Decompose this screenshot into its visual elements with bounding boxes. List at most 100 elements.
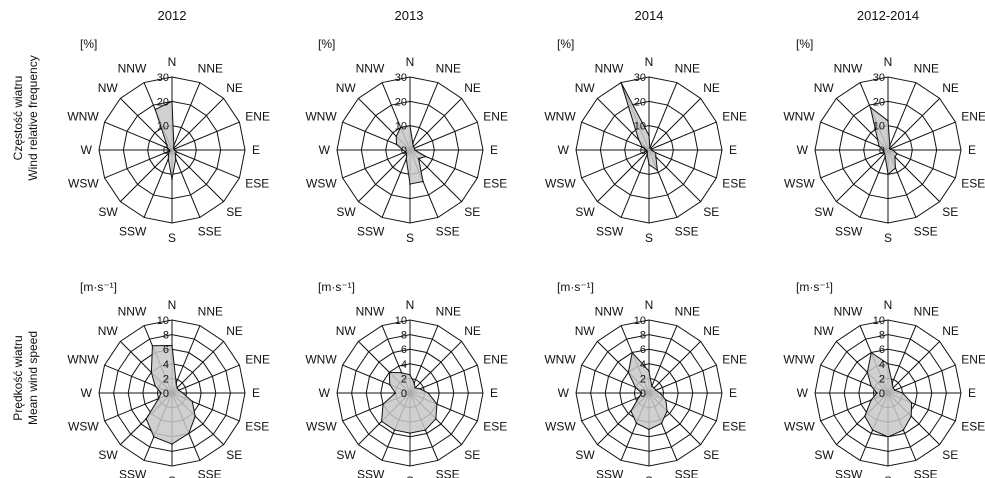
tick-label: 6 xyxy=(640,344,646,356)
spoke-ne xyxy=(648,341,701,394)
spoke-se xyxy=(648,149,701,202)
tick-label: 0 xyxy=(640,145,646,157)
direction-label-ese: ESE xyxy=(722,420,746,434)
tick-label: 4 xyxy=(640,359,646,371)
data-point-ssw xyxy=(393,429,396,431)
data-point-ese xyxy=(175,151,178,153)
direction-label-sw: SW xyxy=(336,205,356,219)
data-point-nw xyxy=(150,371,153,374)
spoke-wnw xyxy=(581,121,650,151)
direction-label-wsw: WSW xyxy=(68,177,99,191)
direction-label-nw: NW xyxy=(814,324,835,338)
data-point-s xyxy=(171,178,173,180)
tick-label: 30 xyxy=(157,72,169,84)
tick-label: 4 xyxy=(401,359,407,371)
direction-label-wsw: WSW xyxy=(545,177,576,191)
tick-label: 20 xyxy=(395,96,407,108)
data-point-nw xyxy=(395,135,398,138)
direction-label-n: N xyxy=(645,298,654,312)
data-point-w xyxy=(160,392,162,394)
spoke-ne xyxy=(171,341,224,394)
data-point-ne xyxy=(414,387,416,389)
direction-label-ene: ENE xyxy=(961,352,985,366)
tick-label: 30 xyxy=(873,72,885,84)
tick-label: 30 xyxy=(634,72,646,84)
tick-label: 6 xyxy=(163,344,169,356)
direction-label-wnw: WNW xyxy=(783,109,815,123)
data-point-wnw xyxy=(166,147,169,149)
data-point-nnw xyxy=(631,351,634,354)
data-point-se xyxy=(417,157,420,160)
data-point-e xyxy=(901,392,904,394)
direction-label-wnw: WNW xyxy=(67,352,99,366)
direction-label-nnw: NNW xyxy=(356,62,385,76)
tick-label: 10 xyxy=(873,315,885,327)
tick-label: 10 xyxy=(634,121,646,133)
direction-label-nnw: NNW xyxy=(834,305,863,319)
data-point-ne xyxy=(412,145,415,148)
data-point-sse xyxy=(174,158,177,160)
direction-label-ene: ENE xyxy=(483,352,508,366)
row-label-frequency-pl: Częstość wiatru xyxy=(11,76,25,161)
direction-label-se: SE xyxy=(464,205,480,219)
data-point-wnw xyxy=(641,146,644,149)
data-point-sse xyxy=(660,422,663,425)
spoke-ne xyxy=(409,98,462,151)
direction-label-nne: NNE xyxy=(198,62,223,76)
direction-label-nnw: NNW xyxy=(118,62,147,76)
spoke-nne xyxy=(409,325,439,394)
direction-label-se: SE xyxy=(703,448,719,462)
direction-label-e: E xyxy=(490,143,498,157)
row-label-speed-en: Mean wind speed xyxy=(26,331,40,425)
spoke-ene xyxy=(648,121,717,151)
data-point-sw xyxy=(405,152,408,155)
data-point-nnw xyxy=(620,81,622,84)
direction-label-w: W xyxy=(558,386,570,400)
direction-label-ese: ESE xyxy=(961,420,985,434)
direction-label-nne: NNE xyxy=(675,305,700,319)
tick-label: 20 xyxy=(634,96,646,108)
data-point-n xyxy=(648,134,650,137)
unit-label: [%] xyxy=(796,37,813,51)
data-point-sw xyxy=(167,152,170,155)
data-point-nne xyxy=(889,144,891,147)
data-point-se xyxy=(894,156,896,158)
tick-label: 6 xyxy=(401,344,407,356)
data-point-s xyxy=(887,173,889,176)
direction-label-ne: NE xyxy=(464,324,481,338)
direction-label-wnw: WNW xyxy=(305,109,337,123)
tick-label: 30 xyxy=(395,72,407,84)
direction-label-w: W xyxy=(558,143,570,157)
tick-label: 2 xyxy=(879,373,885,385)
data-point-nne xyxy=(173,144,175,147)
spoke-wsw xyxy=(581,149,650,179)
direction-label-s: S xyxy=(645,474,653,478)
direction-label-e: E xyxy=(968,386,976,400)
data-polygon xyxy=(154,100,178,180)
data-point-w xyxy=(640,392,643,394)
tick-label: 4 xyxy=(163,359,169,371)
direction-label-se: SE xyxy=(942,205,958,219)
data-point-ssw xyxy=(635,422,638,425)
unit-label: [m·s⁻¹] xyxy=(557,280,594,294)
unit-label: [%] xyxy=(318,37,335,51)
direction-label-n: N xyxy=(168,298,177,312)
spoke-nne xyxy=(409,82,439,151)
spoke-wnw xyxy=(820,121,889,151)
tick-label: 0 xyxy=(401,145,407,157)
direction-label-e: E xyxy=(968,143,976,157)
data-point-nnw xyxy=(400,371,403,374)
data-point-ssw xyxy=(871,429,874,431)
direction-label-sw: SW xyxy=(98,205,118,219)
data-point-wsw xyxy=(382,403,384,405)
tick-label: 8 xyxy=(879,330,885,342)
data-point-wsw xyxy=(638,396,640,398)
tick-label: 0 xyxy=(401,388,407,400)
data-polygon xyxy=(864,351,913,438)
spoke-ene xyxy=(409,121,478,151)
direction-label-nne: NNE xyxy=(198,305,223,319)
